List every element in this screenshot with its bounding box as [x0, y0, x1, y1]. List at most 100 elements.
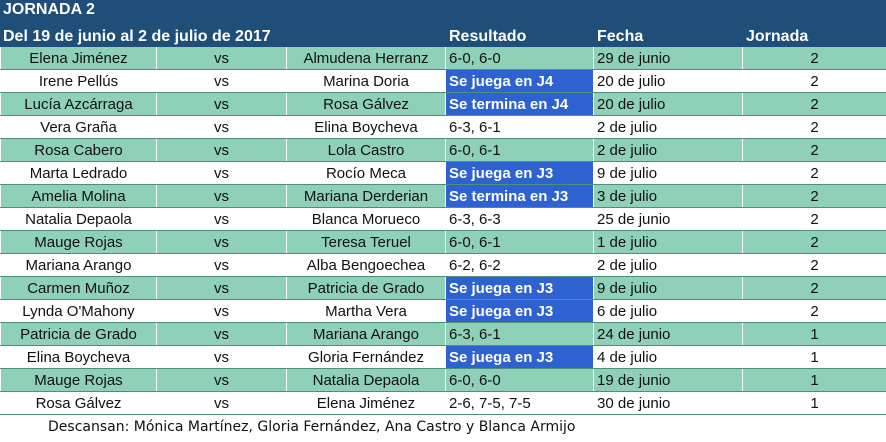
table-row: Vera Graña vs Elina Boycheva 6-3, 6-1 2 de j…: [0, 115, 886, 139]
vs-cell: vs: [156, 207, 287, 231]
player-2-cell: Blanca Morueco: [286, 207, 446, 231]
player-2-cell: Almudena Herranz: [286, 46, 446, 70]
vs-cell: vs: [156, 253, 287, 277]
vs-cell: vs: [156, 299, 287, 323]
result-cell: Se termina en J3: [445, 184, 594, 208]
player-2-cell: Patricia de Grado: [286, 276, 446, 300]
player-1-cell: Mariana Arango: [0, 253, 157, 277]
player-1-cell: Patricia de Grado: [0, 322, 157, 346]
vs-cell: vs: [156, 368, 287, 392]
jornada-cell: 2: [742, 69, 886, 93]
jornada-cell: 1: [742, 391, 886, 415]
result-cell: 6-0, 6-0: [445, 368, 594, 392]
player-2-cell: Mariana Derderian: [286, 184, 446, 208]
player-2-cell: Mariana Arango: [286, 322, 446, 346]
table-row: Mauge Rojas vs Teresa Teruel 6-0, 6-1 1 de j…: [0, 230, 886, 254]
jornada-cell: 2: [742, 253, 886, 277]
jornada-cell: 2: [742, 276, 886, 300]
result-cell: 6-0, 6-1: [445, 138, 594, 162]
jornada-cell: 2: [742, 230, 886, 254]
date-cell: 30 de junio: [593, 391, 743, 415]
result-cell: 6-3, 6-1: [445, 322, 594, 346]
footer-descansan: Descansan: Mónica Martínez, Gloria Ferná…: [48, 419, 576, 435]
result-cell: 6-2, 6-2: [445, 253, 594, 277]
player-1-cell: Irene Pellús: [0, 69, 157, 93]
vs-cell: vs: [156, 138, 287, 162]
vs-cell: vs: [156, 276, 287, 300]
date-cell: 24 de junio: [593, 322, 743, 346]
jornada-cell: 1: [742, 322, 886, 346]
result-cell: Se termina en J4: [445, 92, 594, 116]
jornada-cell: 2: [742, 115, 886, 139]
table-row: Patricia de Grado vs Mariana Arango 6-3, 6-…: [0, 322, 886, 346]
date-cell: 9 de julio: [593, 161, 743, 185]
date-cell: 20 de julio: [593, 69, 743, 93]
player-2-cell: Natalia Depaola: [286, 368, 446, 392]
date-cell: 25 de junio: [593, 207, 743, 231]
player-1-cell: Lucía Azcárraga: [0, 92, 157, 116]
table-row: Rosa Cabero vs Lola Castro 6-0, 6-1 2 de jul…: [0, 138, 886, 162]
vs-cell: vs: [156, 161, 287, 185]
table-row: Elina Boycheva vs Gloria Fernández Se juega…: [0, 345, 886, 369]
date-cell: 1 de julio: [593, 230, 743, 254]
player-2-cell: Alba Bengoechea: [286, 253, 446, 277]
player-2-cell: Rosa Gálvez: [286, 92, 446, 116]
sheet-title: JORNADA 2: [0, 0, 446, 24]
date-cell: 4 de julio: [593, 345, 743, 369]
result-cell: 6-0, 6-1: [445, 230, 594, 254]
player-1-cell: Elena Jiménez: [0, 46, 157, 70]
header-jornada: Jornada: [742, 23, 886, 47]
date-cell: 2 de julio: [593, 253, 743, 277]
result-cell: Se juega en J4: [445, 69, 594, 93]
result-cell: 6-3, 6-1: [445, 115, 594, 139]
sheet-subtitle: Del 19 de junio al 2 de julio de 2017: [0, 23, 446, 47]
table-row: Amelia Molina vs Mariana Derderian Se termi…: [0, 184, 886, 208]
date-cell: 29 de junio: [593, 46, 743, 70]
result-cell: 2-6, 7-5, 7-5: [445, 391, 594, 415]
player-1-cell: Mauge Rojas: [0, 230, 157, 254]
vs-cell: vs: [156, 230, 287, 254]
player-1-cell: Mauge Rojas: [0, 368, 157, 392]
player-1-cell: Carmen Muñoz: [0, 276, 157, 300]
header-row-2: Del 19 de junio al 2 de julio de 2017 Re…: [0, 23, 886, 47]
table-row: Rosa Gálvez vs Elena Jiménez 2-6, 7-5, 7-5 3…: [0, 391, 886, 415]
date-cell: 20 de julio: [593, 92, 743, 116]
player-2-cell: Lola Castro: [286, 138, 446, 162]
jornada-cell: 2: [742, 138, 886, 162]
player-1-cell: Rosa Gálvez: [0, 391, 157, 415]
schedule-table: JORNADA 2 Del 19 de junio al 2 de julio …: [0, 0, 886, 415]
result-cell: 6-3, 6-3: [445, 207, 594, 231]
result-cell: Se juega en J3: [445, 161, 594, 185]
player-1-cell: Marta Ledrado: [0, 161, 157, 185]
date-cell: 6 de julio: [593, 299, 743, 323]
player-2-cell: Gloria Fernández: [286, 345, 446, 369]
player-1-cell: Lynda O'Mahony: [0, 299, 157, 323]
jornada-cell: 2: [742, 184, 886, 208]
vs-cell: vs: [156, 69, 287, 93]
table-row: Lucía Azcárraga vs Rosa Gálvez Se termina e…: [0, 92, 886, 116]
date-cell: 19 de junio: [593, 368, 743, 392]
jornada-cell: 2: [742, 92, 886, 116]
vs-cell: vs: [156, 115, 287, 139]
player-2-cell: Elina Boycheva: [286, 115, 446, 139]
table-row: Elena Jiménez vs Almudena Herranz 6-0, 6-0 2…: [0, 46, 886, 70]
player-2-cell: Rocío Meca: [286, 161, 446, 185]
table-row: Lynda O'Mahony vs Martha Vera Se juega en J…: [0, 299, 886, 323]
player-2-cell: Elena Jiménez: [286, 391, 446, 415]
vs-cell: vs: [156, 92, 287, 116]
header-row-1: JORNADA 2: [0, 0, 886, 24]
result-cell: 6-0, 6-0: [445, 46, 594, 70]
vs-cell: vs: [156, 322, 287, 346]
player-1-cell: Elina Boycheva: [0, 345, 157, 369]
date-cell: 2 de julio: [593, 138, 743, 162]
date-cell: 2 de julio: [593, 115, 743, 139]
player-2-cell: Martha Vera: [286, 299, 446, 323]
table-row: Irene Pellús vs Marina Doria Se juega en J4…: [0, 69, 886, 93]
header-resultado: Resultado: [445, 23, 594, 47]
jornada-cell: 2: [742, 207, 886, 231]
jornada-cell: 1: [742, 368, 886, 392]
jornada-cell: 2: [742, 299, 886, 323]
header-fecha: Fecha: [593, 23, 743, 47]
table-row: Mariana Arango vs Alba Bengoechea 6-2, 6-2 2…: [0, 253, 886, 277]
table-row: Natalia Depaola vs Blanca Morueco 6-3, 6-3 2…: [0, 207, 886, 231]
